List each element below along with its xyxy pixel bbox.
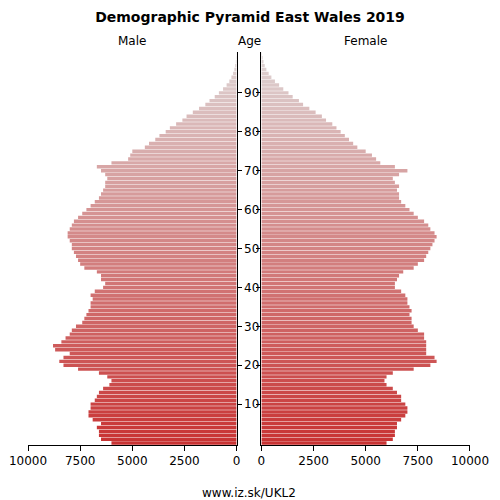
svg-text:10: 10	[244, 397, 259, 411]
svg-text:5000: 5000	[117, 454, 148, 468]
svg-text:2500: 2500	[169, 454, 200, 468]
svg-text:Male: Male	[118, 34, 146, 48]
svg-text:0: 0	[233, 454, 241, 468]
svg-text:Age: Age	[238, 34, 261, 48]
svg-text:80: 80	[244, 125, 259, 139]
svg-text:Female: Female	[344, 34, 387, 48]
svg-text:50: 50	[244, 242, 259, 256]
svg-text:10000: 10000	[9, 454, 47, 468]
svg-text:2500: 2500	[298, 454, 329, 468]
svg-text:Demographic Pyramid East Wales: Demographic Pyramid East Wales 2019	[95, 9, 405, 25]
svg-text:www.iz.sk/UKL2: www.iz.sk/UKL2	[202, 486, 296, 500]
svg-text:5000: 5000	[350, 454, 381, 468]
svg-text:10000: 10000	[451, 454, 489, 468]
svg-text:0: 0	[258, 454, 266, 468]
svg-text:40: 40	[244, 281, 259, 295]
svg-text:7500: 7500	[65, 454, 96, 468]
svg-text:90: 90	[244, 86, 259, 100]
svg-text:60: 60	[244, 203, 259, 217]
svg-text:20: 20	[244, 358, 259, 372]
svg-text:7500: 7500	[403, 454, 434, 468]
svg-text:70: 70	[244, 164, 259, 178]
svg-text:30: 30	[244, 320, 259, 334]
